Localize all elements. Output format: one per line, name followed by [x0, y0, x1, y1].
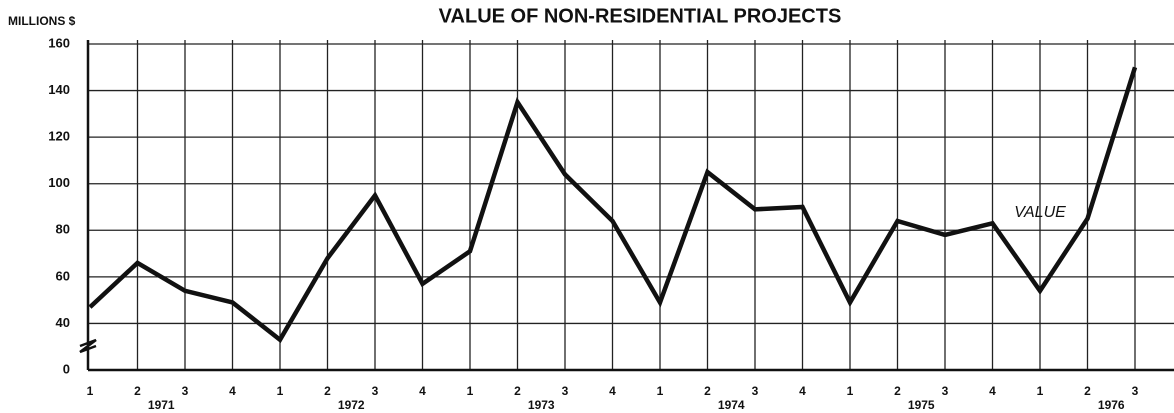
x-tick-label: 2 [514, 384, 521, 398]
x-tick-label: 1 [847, 384, 854, 398]
year-label: 1971 [148, 398, 175, 412]
x-tick-label: 4 [229, 384, 236, 398]
x-tick-label: 4 [609, 384, 616, 398]
y-tick-label: 100 [48, 175, 70, 190]
year-label: 1975 [908, 398, 935, 412]
x-tick-label: 4 [419, 384, 426, 398]
x-tick-label: 2 [704, 384, 711, 398]
x-tick-label: 1 [657, 384, 664, 398]
y-tick-label: 60 [56, 268, 70, 283]
chart-title: VALUE OF NON-RESIDENTIAL PROJECTS [439, 5, 842, 27]
year-label: 1973 [528, 398, 555, 412]
x-tick-label: 2 [134, 384, 141, 398]
x-tick-label: 3 [562, 384, 569, 398]
x-tick-label: 1 [277, 384, 284, 398]
annotation: VALUE [1014, 204, 1066, 221]
y-axis-label: MILLIONS $ [8, 14, 76, 28]
y-tick-label: 40 [56, 315, 70, 330]
x-tick-label: 4 [989, 384, 996, 398]
y-tick-label: 0 [63, 361, 70, 376]
year-label: 1976 [1098, 398, 1125, 412]
x-tick-label: 2 [1084, 384, 1091, 398]
year-label: 1972 [338, 398, 365, 412]
y-tick-label: 140 [48, 82, 70, 97]
x-tick-label: 4 [799, 384, 806, 398]
x-tick-label: 3 [1132, 384, 1139, 398]
y-tick-label: 160 [48, 35, 70, 50]
x-tick-label: 1 [87, 384, 94, 398]
x-tick-label: 2 [324, 384, 331, 398]
x-tick-label: 1 [467, 384, 474, 398]
x-tick-label: 3 [182, 384, 189, 398]
y-tick-label: 120 [48, 129, 70, 144]
x-tick-label: 3 [372, 384, 379, 398]
axis-break [79, 338, 97, 354]
grid [88, 40, 1174, 370]
x-tick-label: 1 [1037, 384, 1044, 398]
x-tick-label: 2 [894, 384, 901, 398]
y-tick-label: 80 [56, 222, 70, 237]
year-label: 1974 [718, 398, 745, 412]
x-tick-label: 3 [942, 384, 949, 398]
x-tick-label: 3 [752, 384, 759, 398]
series-line [88, 66, 1138, 344]
